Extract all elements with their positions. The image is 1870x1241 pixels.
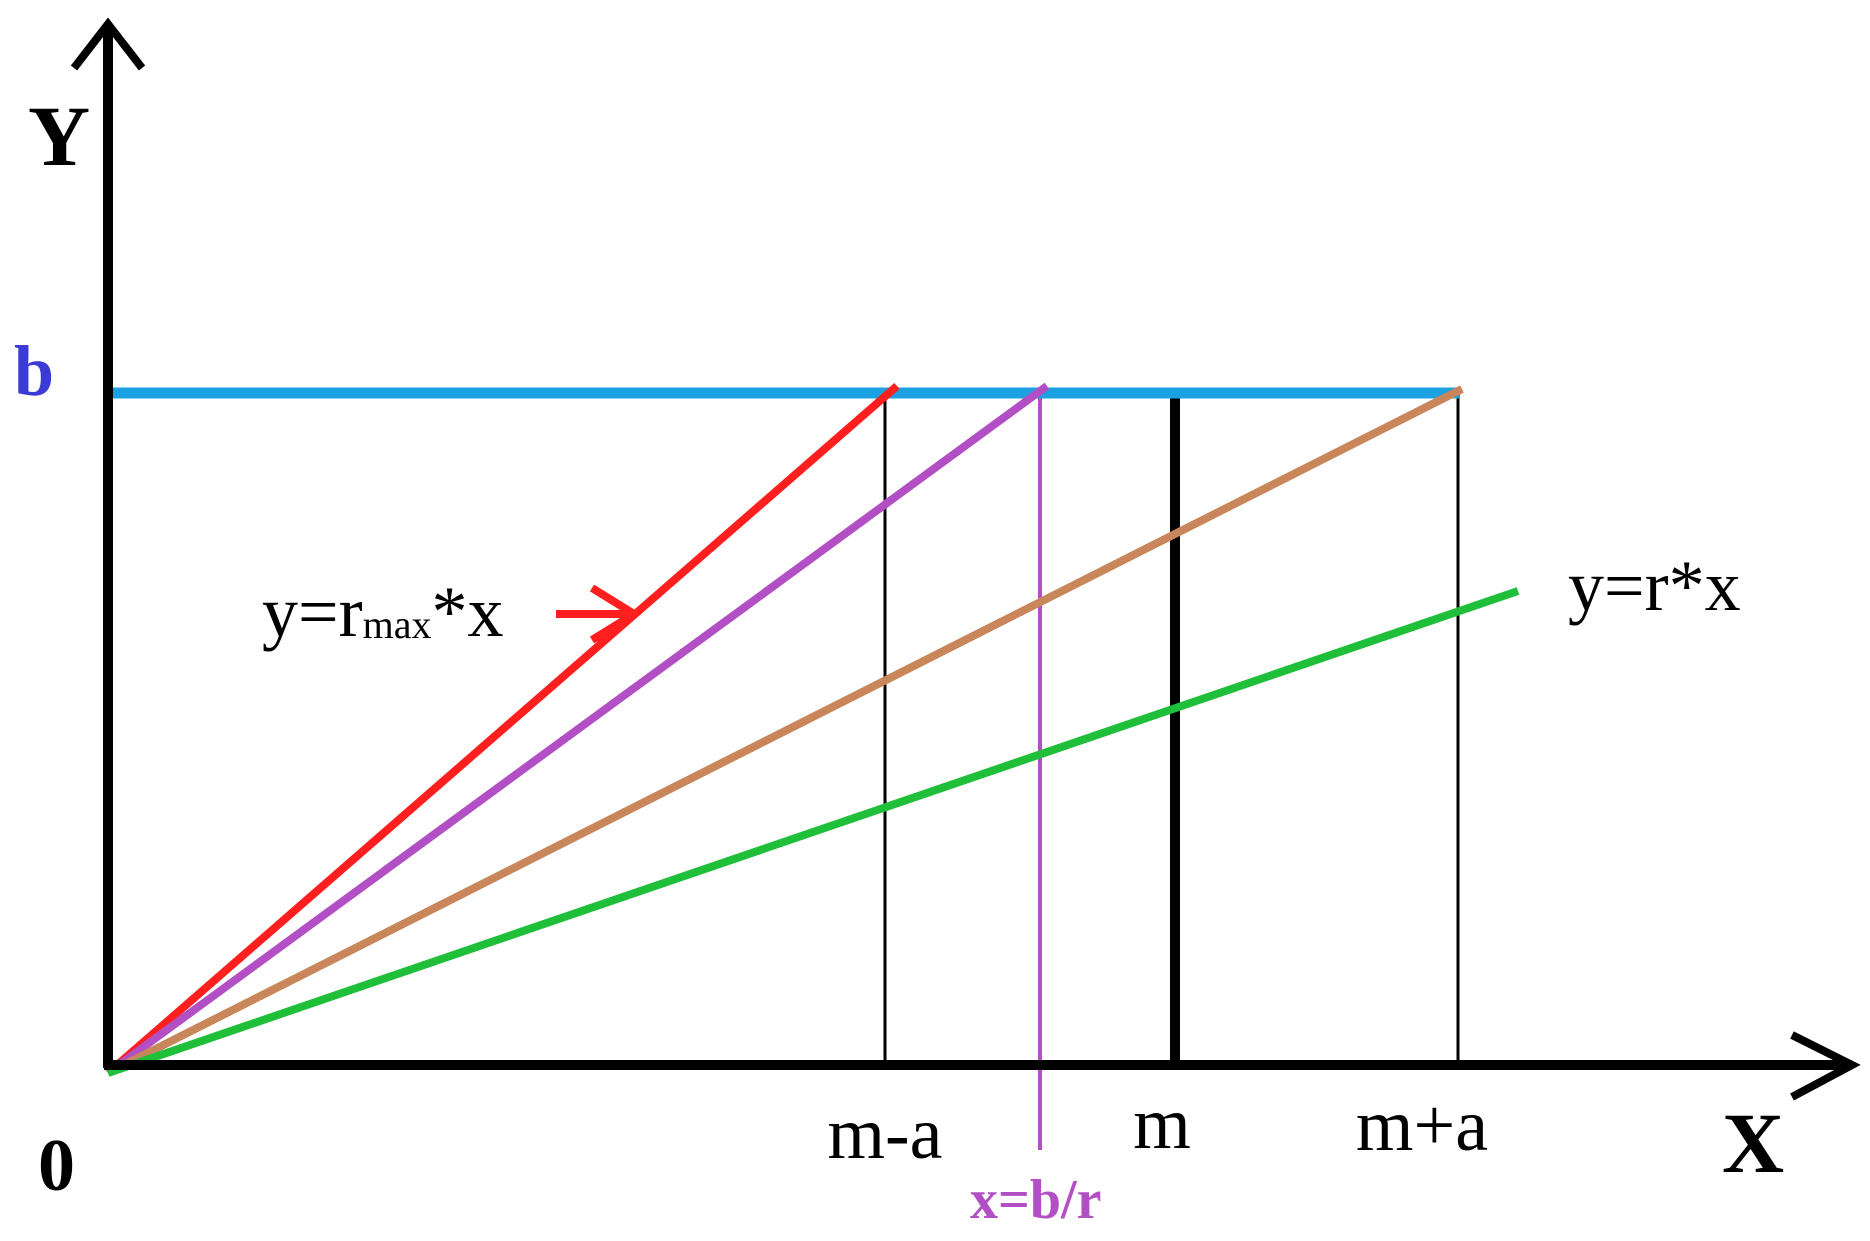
- b-label: b: [14, 331, 54, 411]
- tick-label-m: m: [1133, 1083, 1191, 1165]
- tick-label-m-plus-a: m+a: [1356, 1085, 1488, 1167]
- line-r-purple: [105, 382, 1050, 1077]
- y-axis-arrowhead: [70, 17, 146, 71]
- rmax-eq-prefix: y=r: [262, 572, 363, 652]
- x-axis-arrowhead: [1790, 1031, 1861, 1101]
- line-r-green: [106, 587, 1520, 1077]
- r-equation-label: y=r*x: [1568, 546, 1741, 626]
- line-rmax: [105, 382, 900, 1077]
- x-b-over-r-label: x=b/r: [970, 1169, 1101, 1231]
- tick-label-m-minus-a: m-a: [827, 1093, 942, 1175]
- origin-label: 0: [38, 1125, 75, 1207]
- rmax-eq-suffix: *x: [431, 572, 503, 652]
- arrow-head-icon: [589, 584, 642, 644]
- rmax-equation-label: y=rmax*x: [262, 572, 503, 652]
- y-axis-label: Y: [28, 88, 90, 184]
- rmax-eq-sub: max: [363, 602, 432, 647]
- line-r-brown: [106, 385, 1464, 1077]
- x-axis-label: X: [1722, 1095, 1784, 1191]
